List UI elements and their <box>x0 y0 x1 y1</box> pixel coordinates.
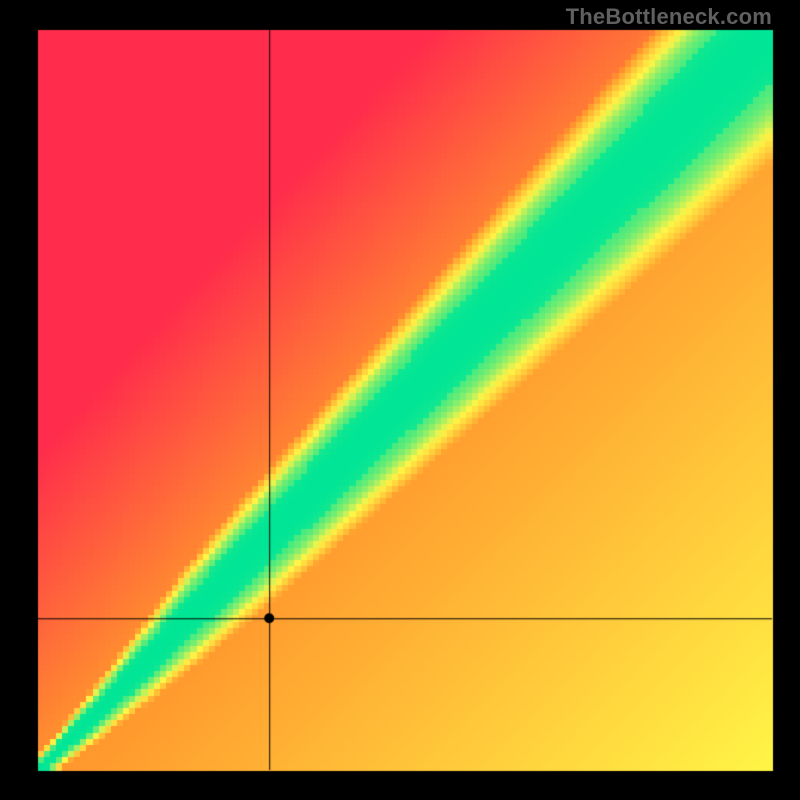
watermark-text: TheBottleneck.com <box>566 4 772 30</box>
chart-container: TheBottleneck.com <box>0 0 800 800</box>
bottleneck-heatmap <box>0 0 800 800</box>
